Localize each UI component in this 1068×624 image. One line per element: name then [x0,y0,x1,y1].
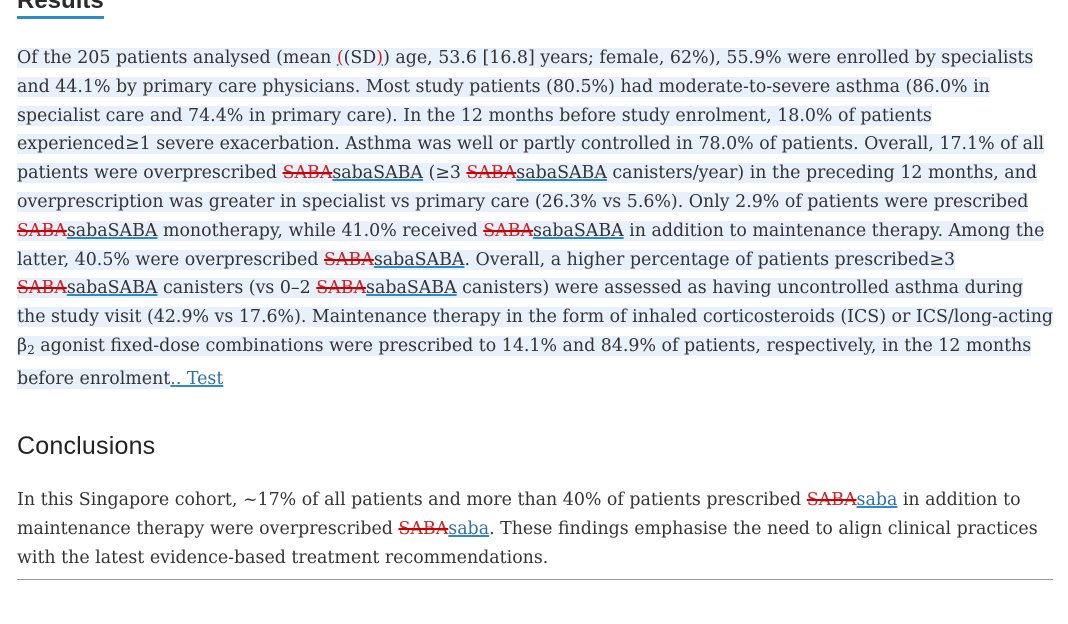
text-run: (SD [343,48,377,68]
results-heading: Results [17,0,104,19]
tracked-change-mark[interactable]: ( [336,48,344,68]
tracked-insertion[interactable]: SABA [414,249,465,270]
text-run: (≥3 [422,163,467,184]
tracked-insertion[interactable]: saba [856,490,898,510]
tracked-insertion[interactable]: SABA [557,163,607,184]
selected-text[interactable]: Of the 205 patients analysed (mean ((SD)… [17,48,1054,389]
tracked-deletion[interactable]: SABA [282,163,333,184]
tracked-deletion[interactable]: SABA [17,220,67,241]
tracked-deletion[interactable]: SABA [466,163,517,184]
tracked-insertion[interactable]: saba [448,519,490,539]
conclusions-paragraph[interactable]: In this Singapore cohort, ~17% of all pa… [17,486,1054,573]
tracked-insertion[interactable]: SABA [107,220,158,241]
tracked-insertion[interactable]: SABA [406,278,457,299]
tracked-insertion[interactable]: saba [516,163,558,184]
tracked-deletion[interactable]: SABA [806,490,857,510]
text-run: In this Singapore cohort, ~17% of all pa… [17,490,807,510]
text-run: ) age, 53.6 [16.8] years; female, 62%), … [17,48,1045,184]
tracked-insertion[interactable]: saba [66,220,108,241]
tracked-insertion[interactable]: saba [332,163,374,184]
divider [17,579,1053,580]
tracked-insertion[interactable]: SABA [373,163,423,184]
text-run: in addition to maintenance therapy. Amon… [17,220,1045,270]
text-run: canisters (vs 0–2 [157,278,317,299]
text-run: Of the 205 patients analysed (mean [17,48,337,68]
tracked-insertion[interactable]: saba [366,278,407,299]
text-run: monotherapy, while 41.0% received [157,220,484,241]
conclusions-heading: Conclusions [17,432,156,460]
tracked-insertion[interactable]: . [170,368,176,389]
tracked-deletion[interactable]: SABA [316,278,367,299]
subscript: 2 [27,342,35,357]
text-run: in addition to maintenance therapy were … [17,490,1021,539]
tracked-insertion[interactable]: . Test [175,368,224,389]
tracked-change-mark[interactable]: ) [376,48,384,68]
tracked-deletion[interactable]: SABA [398,519,449,539]
tracked-insertion[interactable]: saba [66,278,108,299]
tracked-insertion[interactable]: saba [533,220,574,241]
text-run: . These findings emphasise the need to a… [17,519,1038,568]
tracked-deletion[interactable]: SABA [17,278,67,299]
text-run: canisters/year) in the preceding 12 mont… [17,163,1038,212]
tracked-insertion[interactable]: SABA [107,278,158,299]
tracked-deletion[interactable]: SABA [483,220,534,241]
tracked-deletion[interactable]: SABA [324,249,374,270]
text-run: . Overall, a higher percentage of patien… [464,249,956,270]
text-run: agonist fixed-dose combinations were pre… [17,335,1032,389]
tracked-insertion[interactable]: SABA [573,220,624,241]
tracked-insertion[interactable]: saba [373,249,415,270]
text-run: canisters) were assessed as having uncon… [17,278,1054,356]
results-paragraph[interactable]: Of the 205 patients analysed (mean ((SD)… [17,44,1054,394]
